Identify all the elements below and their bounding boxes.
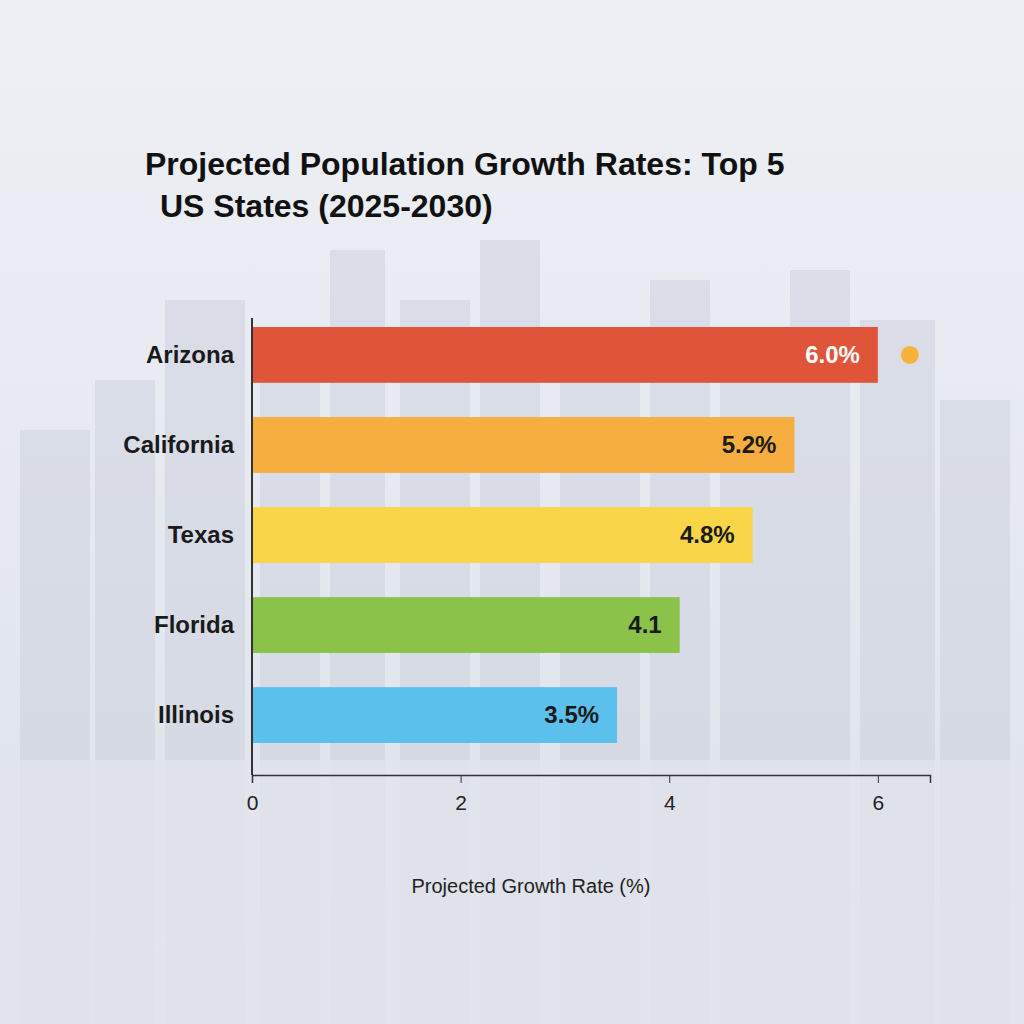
bar (252, 327, 878, 383)
y-tick: California (123, 431, 252, 458)
chart-title: Projected Population Growth Rates: Top 5… (145, 146, 784, 224)
x-tick-mark (461, 775, 462, 783)
data-label: 6.0% (805, 341, 860, 368)
x-tick-label: 4 (664, 791, 676, 814)
x-tick-label: 2 (455, 791, 467, 814)
x-tick-label: 0 (247, 791, 259, 814)
y-tick: Florida (154, 611, 252, 638)
category-label: Florida (154, 611, 235, 638)
x-tick: 2 (455, 775, 467, 814)
category-label: California (123, 431, 234, 458)
data-labels: 6.0% 5.2% 4.8% 4.1 3.5% (544, 341, 859, 728)
category-label: Arizona (146, 341, 235, 368)
data-label: 4.8% (680, 521, 735, 548)
y-axis-line (251, 318, 253, 775)
x-tick-mark (669, 775, 670, 783)
bars (252, 327, 878, 743)
x-tick: 6 (873, 775, 885, 814)
x-axis-line (253, 776, 931, 784)
bar (252, 417, 794, 473)
x-tick: 0 (247, 775, 259, 814)
y-axis: Arizona California Texas Florida Illinois (123, 318, 252, 775)
x-axis: 0 2 4 6 (247, 775, 931, 814)
bar (252, 597, 680, 653)
category-label: Illinois (158, 701, 234, 728)
x-axis-title: Projected Growth Rate (%) (412, 875, 651, 897)
bar (252, 687, 617, 743)
data-label: 5.2% (722, 431, 777, 458)
x-tick-label: 6 (873, 791, 885, 814)
chart-svg: Projected Population Growth Rates: Top 5… (0, 0, 1024, 1024)
y-tick: Texas (168, 521, 252, 548)
data-label: 4.1 (628, 611, 661, 638)
category-label: Texas (168, 521, 234, 548)
ground (0, 760, 1024, 1024)
x-tick-mark (878, 775, 879, 783)
x-tick: 4 (664, 775, 676, 814)
data-label: 3.5% (544, 701, 599, 728)
bar (252, 507, 753, 563)
sun-icon (901, 346, 919, 364)
skyline (0, 240, 1024, 1024)
y-tick: Arizona (146, 341, 252, 368)
y-tick: Illinois (158, 701, 252, 728)
x-tick-mark (252, 775, 253, 783)
